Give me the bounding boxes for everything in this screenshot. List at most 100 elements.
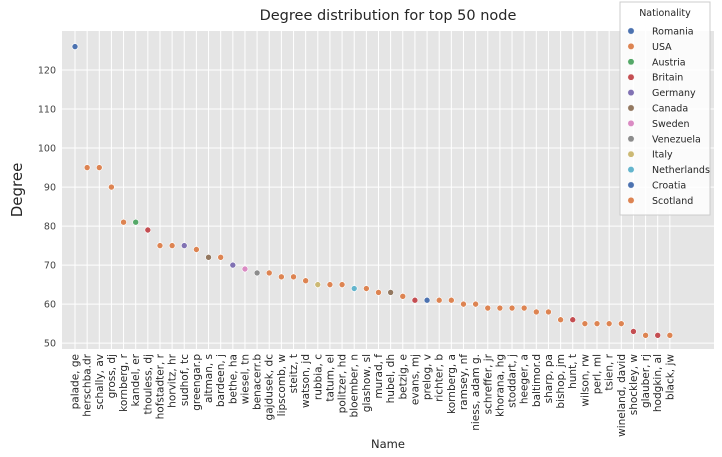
- legend-title: Nationality: [639, 8, 691, 19]
- data-point: [180, 242, 188, 249]
- x-tick-label: betzig, e: [397, 354, 409, 399]
- x-tick-label: hubel, dh: [385, 354, 397, 403]
- data-points: [71, 43, 674, 339]
- x-axis-label: Name: [371, 437, 405, 451]
- legend-marker: [627, 42, 635, 50]
- x-tick-label: greengar.p: [191, 354, 203, 411]
- data-point: [569, 316, 577, 324]
- data-point: [108, 183, 115, 191]
- x-tick-label: perl, ml: [592, 354, 604, 394]
- data-point: [253, 269, 261, 277]
- legend-marker: [627, 89, 635, 97]
- data-point: [642, 332, 649, 339]
- data-point: [156, 242, 164, 249]
- x-tick-label: hofstadter, r: [154, 353, 166, 419]
- x-tick-label: hunt, t: [567, 354, 579, 389]
- x-tick-label: herschba.dr: [82, 353, 94, 416]
- x-tick-label: heeger, a: [519, 354, 531, 404]
- data-point: [448, 296, 455, 304]
- data-point: [520, 304, 528, 312]
- legend-label: Scotland: [652, 196, 693, 207]
- data-point: [545, 308, 552, 316]
- data-point: [326, 281, 334, 288]
- chart-title: Degree distribution for top 50 node: [260, 8, 517, 24]
- x-tick-label: steitz, t: [288, 354, 300, 393]
- x-tick-label: glashow, sl: [361, 354, 373, 412]
- x-tick-label: richter, b: [434, 354, 446, 402]
- x-tick-label: rubbia, c: [312, 354, 324, 400]
- y-gridlines: [62, 69, 714, 344]
- x-tick-label: gross, dj: [106, 354, 118, 398]
- x-tick-label: glauber, rj: [640, 354, 652, 408]
- x-tick-label: shockley, w: [628, 354, 640, 416]
- data-point: [265, 269, 273, 277]
- x-tick-label: sudhof, tc: [179, 354, 191, 406]
- legend-marker: [627, 27, 635, 35]
- x-tick-label: lipscomb, w: [276, 354, 288, 417]
- data-point: [350, 285, 358, 292]
- x-tick-label: kornberg, r: [118, 353, 130, 412]
- x-tick-label: altman, s: [203, 354, 215, 403]
- data-point: [205, 254, 212, 261]
- data-point: [120, 218, 127, 226]
- data-point: [132, 218, 139, 226]
- legend-box: [619, 1, 711, 216]
- data-point: [217, 254, 224, 261]
- data-point: [302, 277, 309, 285]
- data-point: [666, 332, 674, 339]
- data-point: [387, 289, 394, 296]
- x-tick-label: schally, av: [94, 354, 106, 410]
- x-tick-label: wilson, rw: [579, 354, 591, 407]
- data-point: [193, 246, 200, 253]
- plot-area: [62, 31, 714, 349]
- data-point: [363, 285, 370, 292]
- data-point: [83, 164, 91, 171]
- x-tick-label: niess, adam g.: [470, 354, 482, 431]
- x-tick-label: benacerr.b: [252, 354, 264, 410]
- x-tick-label: gajdusek, dc: [264, 354, 276, 421]
- data-point: [71, 43, 79, 50]
- data-point: [557, 316, 564, 324]
- data-point: [375, 289, 382, 296]
- legend-label: Croatia: [652, 181, 686, 192]
- legend: Nationality Romania USA Austria Britain Germ…: [619, 1, 711, 216]
- legend-label: Italy: [652, 150, 673, 161]
- data-point: [496, 304, 504, 312]
- data-point: [168, 242, 176, 249]
- data-point: [435, 296, 443, 304]
- data-point: [229, 261, 237, 269]
- data-point: [290, 273, 297, 281]
- data-point: [654, 332, 662, 339]
- legend-items: Romania USA Austria Britain Germany Canada Swe…: [627, 27, 710, 207]
- data-point: [617, 320, 625, 327]
- x-tick-label: baltimor.d: [531, 354, 543, 407]
- x-tick-label: wiesel, tn: [239, 354, 251, 404]
- y-tick-label: 110: [38, 105, 56, 116]
- data-point: [581, 320, 589, 327]
- x-tick-label: schreffer, jr: [482, 353, 494, 414]
- data-point: [533, 308, 540, 316]
- data-point: [605, 320, 613, 327]
- y-tick-label: 70: [44, 261, 56, 272]
- x-tick-label: prelog, v: [422, 354, 434, 400]
- data-point: [144, 226, 152, 234]
- y-tick-label: 120: [38, 66, 56, 77]
- y-tick-label: 60: [44, 300, 56, 311]
- x-tick-label: evans, mj: [409, 354, 421, 405]
- y-tick-label: 100: [38, 144, 56, 155]
- x-tick-label: black, jw: [664, 354, 676, 400]
- x-tick-label: kornberg, a: [446, 354, 458, 414]
- legend-marker: [627, 150, 635, 158]
- x-tick-label: stoddart, j: [507, 354, 519, 408]
- x-tick-label: kandel, er: [130, 353, 142, 406]
- x-tick-label: bardeen, j: [215, 354, 227, 407]
- legend-marker: [627, 166, 635, 174]
- y-tick-label: 50: [44, 339, 56, 350]
- x-tick-label: politzer, hd: [337, 354, 349, 413]
- legend-marker: [627, 196, 635, 204]
- data-point: [399, 293, 407, 300]
- data-point: [241, 265, 249, 273]
- legend-marker: [627, 119, 635, 127]
- data-point: [508, 304, 516, 312]
- y-tick-label: 80: [44, 222, 56, 233]
